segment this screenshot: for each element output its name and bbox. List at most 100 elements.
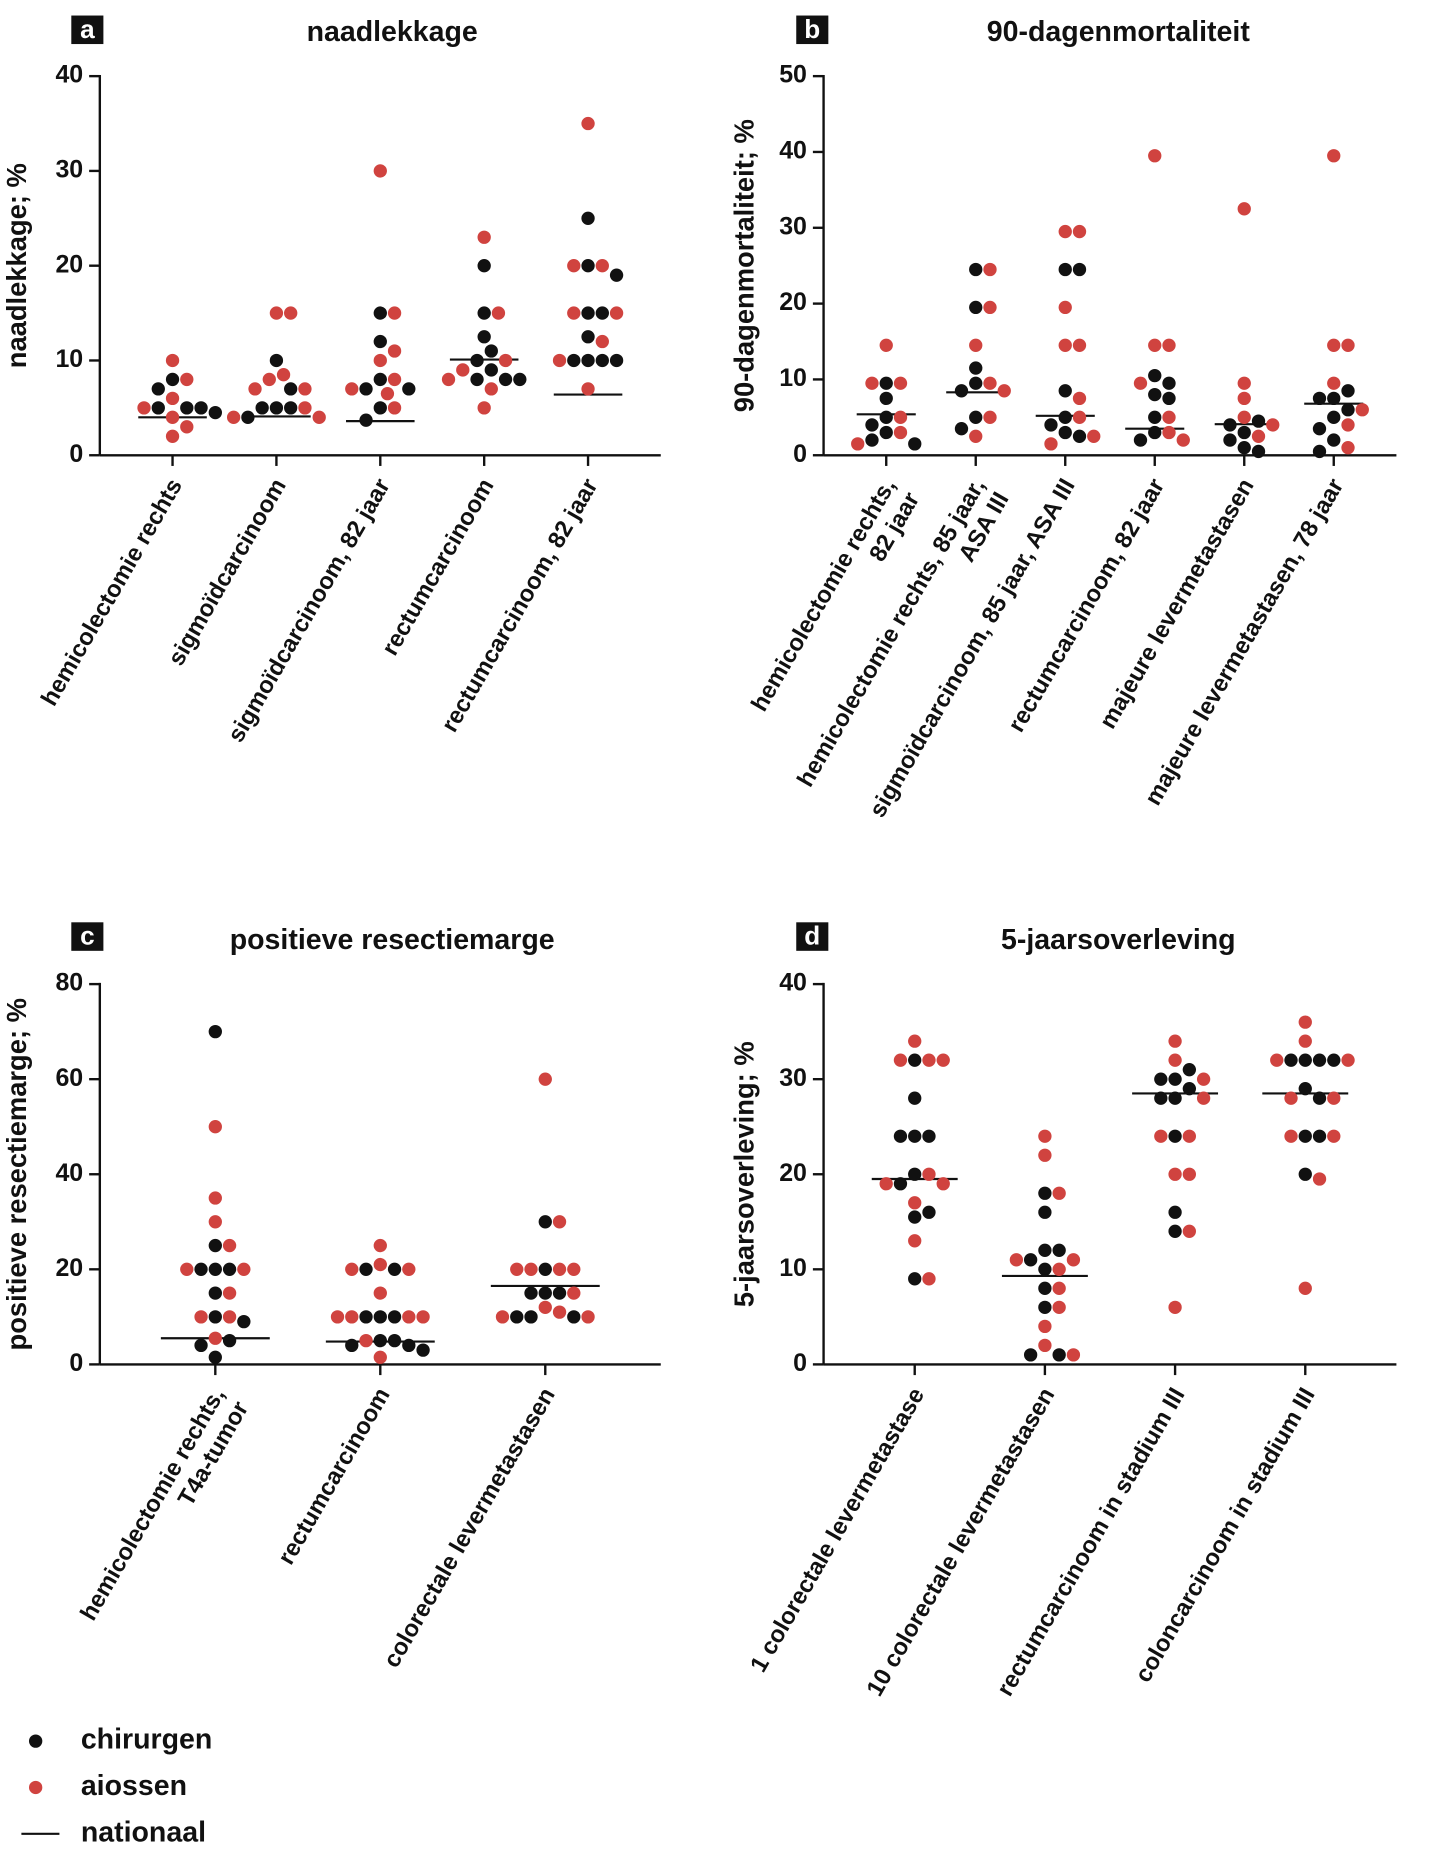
dot bbox=[1168, 1224, 1182, 1238]
dot bbox=[1038, 1300, 1052, 1315]
dot bbox=[312, 410, 326, 424]
dot bbox=[1341, 338, 1355, 352]
dot bbox=[954, 384, 969, 398]
dot bbox=[373, 401, 387, 415]
dot bbox=[284, 382, 298, 396]
dot bbox=[284, 306, 298, 320]
dot bbox=[1327, 376, 1341, 390]
dot bbox=[1312, 1053, 1327, 1067]
dot bbox=[1298, 1053, 1312, 1067]
dot bbox=[208, 1310, 222, 1324]
dot bbox=[1133, 376, 1148, 390]
dot bbox=[237, 1262, 251, 1276]
dot bbox=[879, 410, 893, 424]
dot bbox=[402, 1310, 416, 1324]
dot bbox=[879, 1177, 893, 1191]
dot bbox=[1251, 444, 1266, 459]
dot bbox=[1133, 433, 1148, 447]
dot bbox=[552, 1286, 567, 1300]
y-tick-label: 30 bbox=[779, 212, 807, 240]
dot bbox=[387, 372, 402, 387]
dot bbox=[1298, 1015, 1312, 1029]
dot bbox=[1154, 1091, 1168, 1105]
dot bbox=[1237, 441, 1251, 455]
dot bbox=[1072, 262, 1087, 277]
dot bbox=[524, 1310, 538, 1324]
dot bbox=[1162, 425, 1176, 440]
dot bbox=[1327, 1129, 1341, 1143]
dot bbox=[908, 1091, 922, 1105]
dot bbox=[1298, 1129, 1312, 1143]
dot bbox=[416, 1310, 430, 1324]
dot bbox=[1044, 418, 1058, 432]
dot bbox=[477, 330, 491, 344]
dot bbox=[567, 1310, 581, 1324]
dot bbox=[1298, 1034, 1312, 1048]
dot bbox=[1270, 1053, 1284, 1067]
dot bbox=[922, 1272, 936, 1286]
x-tick-label: hemicolectomie rechts,T4a-tumor bbox=[75, 1383, 254, 1639]
dot bbox=[1284, 1091, 1298, 1105]
dot bbox=[1168, 1300, 1182, 1315]
dot bbox=[1223, 433, 1237, 447]
dot bbox=[865, 418, 879, 432]
y-tick-label: 30 bbox=[779, 1064, 807, 1092]
dot bbox=[595, 259, 609, 273]
dot bbox=[581, 306, 595, 320]
y-tick-label: 0 bbox=[69, 1349, 83, 1377]
dot bbox=[581, 116, 595, 131]
dot bbox=[276, 368, 291, 382]
chart-title: naadlekkage bbox=[307, 16, 478, 48]
dot bbox=[581, 211, 595, 225]
dot bbox=[581, 330, 595, 344]
dot bbox=[387, 1262, 402, 1276]
dot bbox=[208, 1024, 222, 1039]
panel-letter-box bbox=[71, 15, 104, 45]
y-tick-label: 50 bbox=[779, 61, 807, 89]
dot bbox=[1038, 1338, 1052, 1353]
dot bbox=[222, 1333, 237, 1348]
dot bbox=[208, 1215, 222, 1229]
dot bbox=[387, 401, 402, 415]
dot bbox=[865, 433, 879, 447]
dot bbox=[1168, 1129, 1182, 1143]
dot bbox=[222, 1310, 237, 1324]
dot bbox=[262, 372, 276, 387]
dot bbox=[1168, 1205, 1182, 1219]
dot bbox=[373, 1333, 387, 1348]
dot bbox=[908, 1210, 922, 1224]
dot bbox=[1176, 433, 1190, 447]
dot bbox=[879, 425, 893, 440]
dot bbox=[1182, 1167, 1197, 1181]
panel-letter: b bbox=[804, 14, 820, 44]
dot bbox=[495, 1310, 510, 1324]
dot bbox=[524, 1286, 538, 1300]
dot bbox=[1168, 1053, 1182, 1067]
dot bbox=[194, 1338, 208, 1353]
dot bbox=[208, 1331, 222, 1345]
dot bbox=[893, 425, 908, 440]
dot bbox=[595, 353, 609, 368]
dot bbox=[609, 306, 624, 320]
y-tick-label: 20 bbox=[779, 1159, 807, 1187]
dot bbox=[387, 344, 402, 358]
dot bbox=[402, 382, 416, 396]
dot bbox=[1182, 1224, 1197, 1238]
dot bbox=[1154, 1129, 1168, 1143]
dot bbox=[1223, 418, 1237, 432]
dot bbox=[373, 1310, 387, 1324]
chart-title: 90-dagenmortaliteit bbox=[987, 16, 1251, 48]
dot bbox=[1148, 149, 1162, 163]
dot bbox=[180, 401, 194, 415]
dot bbox=[416, 1343, 430, 1357]
dot bbox=[345, 1262, 359, 1276]
dot bbox=[298, 382, 312, 396]
dot bbox=[1038, 1262, 1052, 1276]
dot bbox=[380, 386, 395, 401]
dot bbox=[402, 1338, 416, 1353]
dot bbox=[237, 1314, 251, 1329]
dot bbox=[865, 376, 879, 390]
y-axis-label: 90-dagenmortaliteit; % bbox=[729, 119, 760, 412]
dot bbox=[1038, 1148, 1052, 1162]
dot bbox=[248, 382, 262, 396]
